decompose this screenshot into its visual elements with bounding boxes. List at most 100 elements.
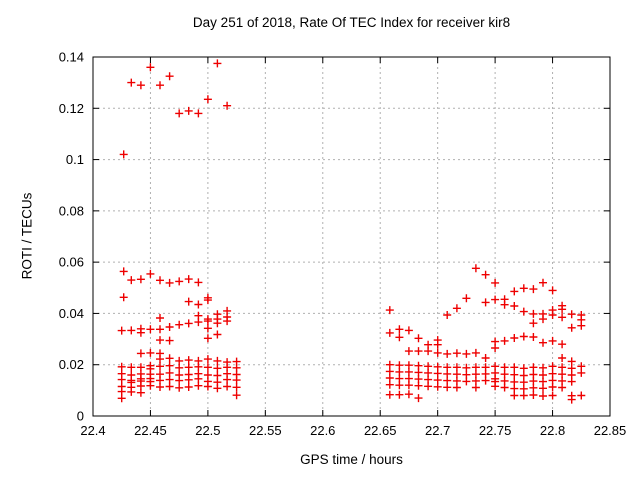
data-point: [519, 284, 528, 293]
data-point: [117, 326, 126, 335]
data-point: [471, 383, 480, 392]
x-tick-label: 22.85: [594, 423, 627, 438]
data-point: [577, 321, 586, 330]
data-point: [175, 277, 184, 286]
data-point: [500, 363, 509, 372]
x-tick-label: 22.75: [479, 423, 512, 438]
data-point: [471, 348, 480, 357]
data-point: [491, 295, 500, 304]
data-point: [184, 297, 193, 306]
data-point: [165, 72, 174, 81]
y-tick-label: 0.1: [66, 152, 84, 167]
data-point: [184, 383, 193, 391]
data-point: [395, 367, 404, 376]
data-point: [443, 383, 452, 392]
data-point: [165, 336, 174, 345]
data-point: [175, 363, 184, 372]
data-point: [127, 276, 136, 285]
data-point: [558, 305, 567, 314]
data-point: [414, 368, 423, 377]
data-point: [156, 81, 164, 90]
data-point: [127, 387, 136, 396]
data-point: [165, 278, 174, 287]
y-tick-label: 0.08: [59, 203, 84, 218]
data-point: [558, 383, 567, 392]
data-point: [500, 370, 509, 379]
data-point: [165, 375, 174, 384]
data-point: [558, 363, 567, 372]
data-point: [119, 150, 128, 159]
data-point: [184, 356, 193, 365]
data-point: [203, 95, 212, 104]
data-point: [548, 383, 557, 391]
data-point: [232, 391, 241, 400]
x-tick-label: 22.7: [425, 423, 450, 438]
data-point: [175, 383, 184, 392]
data-point: [510, 391, 519, 400]
data-point: [500, 300, 509, 309]
data-point: [577, 368, 586, 377]
data-point: [481, 376, 490, 385]
data-point: [529, 309, 538, 318]
data-point: [577, 391, 586, 400]
data-point: [519, 391, 528, 400]
data-point: [529, 391, 538, 399]
data-point: [443, 349, 452, 358]
data-point: [539, 377, 547, 386]
data-point: [119, 293, 128, 302]
data-point: [194, 109, 203, 118]
data-point: [539, 278, 547, 287]
data-point: [519, 332, 528, 341]
data-point: [510, 334, 519, 342]
data-point: [558, 313, 567, 322]
data-point: [529, 383, 538, 392]
data-point: [433, 369, 442, 378]
data-point: [548, 362, 557, 371]
data-point: [433, 340, 442, 349]
y-tick-label: 0.06: [59, 255, 84, 270]
data-point: [156, 383, 164, 391]
data-point: [548, 369, 557, 378]
data-point: [146, 325, 155, 334]
data-point: [443, 369, 452, 378]
data-point: [414, 347, 423, 356]
data-point: [117, 375, 126, 384]
data-point: [500, 336, 509, 345]
data-point: [529, 319, 538, 328]
data-point: [175, 356, 184, 365]
data-point: [462, 294, 471, 303]
data-point: [567, 364, 576, 373]
y-tick-label: 0.12: [59, 101, 84, 116]
data-point: [203, 334, 212, 343]
data-point: [567, 310, 576, 319]
data-point: [175, 109, 184, 118]
data-point: [156, 276, 164, 285]
data-point: [127, 78, 136, 87]
data-point: [385, 328, 394, 337]
data-point: [529, 333, 538, 341]
x-tick-label: 22.55: [249, 423, 282, 438]
data-point: [165, 361, 174, 370]
data-point: [385, 360, 394, 369]
data-point: [223, 375, 232, 384]
data-point: [385, 380, 394, 389]
data-point: [462, 377, 471, 386]
x-tick-label: 22.4: [80, 423, 105, 438]
data-point: [136, 349, 145, 358]
data-point: [481, 354, 490, 362]
data-point: [462, 370, 471, 379]
data-point: [471, 264, 480, 273]
data-point: [213, 356, 222, 365]
y-tick-label: 0: [77, 409, 84, 424]
data-point: [433, 382, 442, 391]
data-point: [165, 354, 174, 363]
data-point: [443, 311, 452, 319]
data-point: [471, 363, 480, 372]
data-point: [213, 319, 222, 328]
data-point: [567, 395, 576, 404]
data-point: [404, 361, 413, 370]
data-point: [519, 307, 528, 316]
data-point: [165, 382, 174, 391]
data-point: [175, 376, 184, 385]
